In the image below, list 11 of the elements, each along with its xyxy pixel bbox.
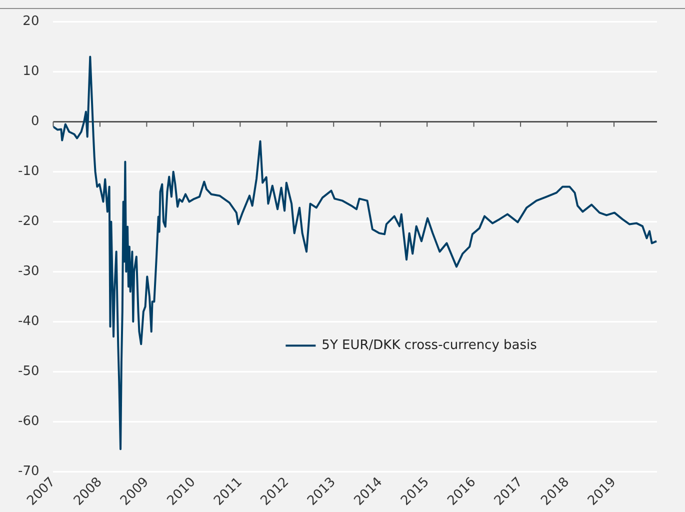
y-tick-label: 20 <box>22 14 40 30</box>
y-tick-label: -60 <box>18 414 40 429</box>
y-tick-label: -70 <box>18 464 40 479</box>
y-tick-label: 0 <box>30 114 40 130</box>
y-tick-label: -20 <box>18 214 40 230</box>
legend-label: 5Y EUR/DKK cross-currency basis <box>322 338 538 354</box>
y-tick-label: -30 <box>18 264 40 280</box>
y-tick-label: -40 <box>18 314 40 330</box>
y-tick-label: -50 <box>18 364 40 379</box>
y-tick-label: -10 <box>18 164 40 180</box>
y-tick-label: 10 <box>22 64 40 80</box>
